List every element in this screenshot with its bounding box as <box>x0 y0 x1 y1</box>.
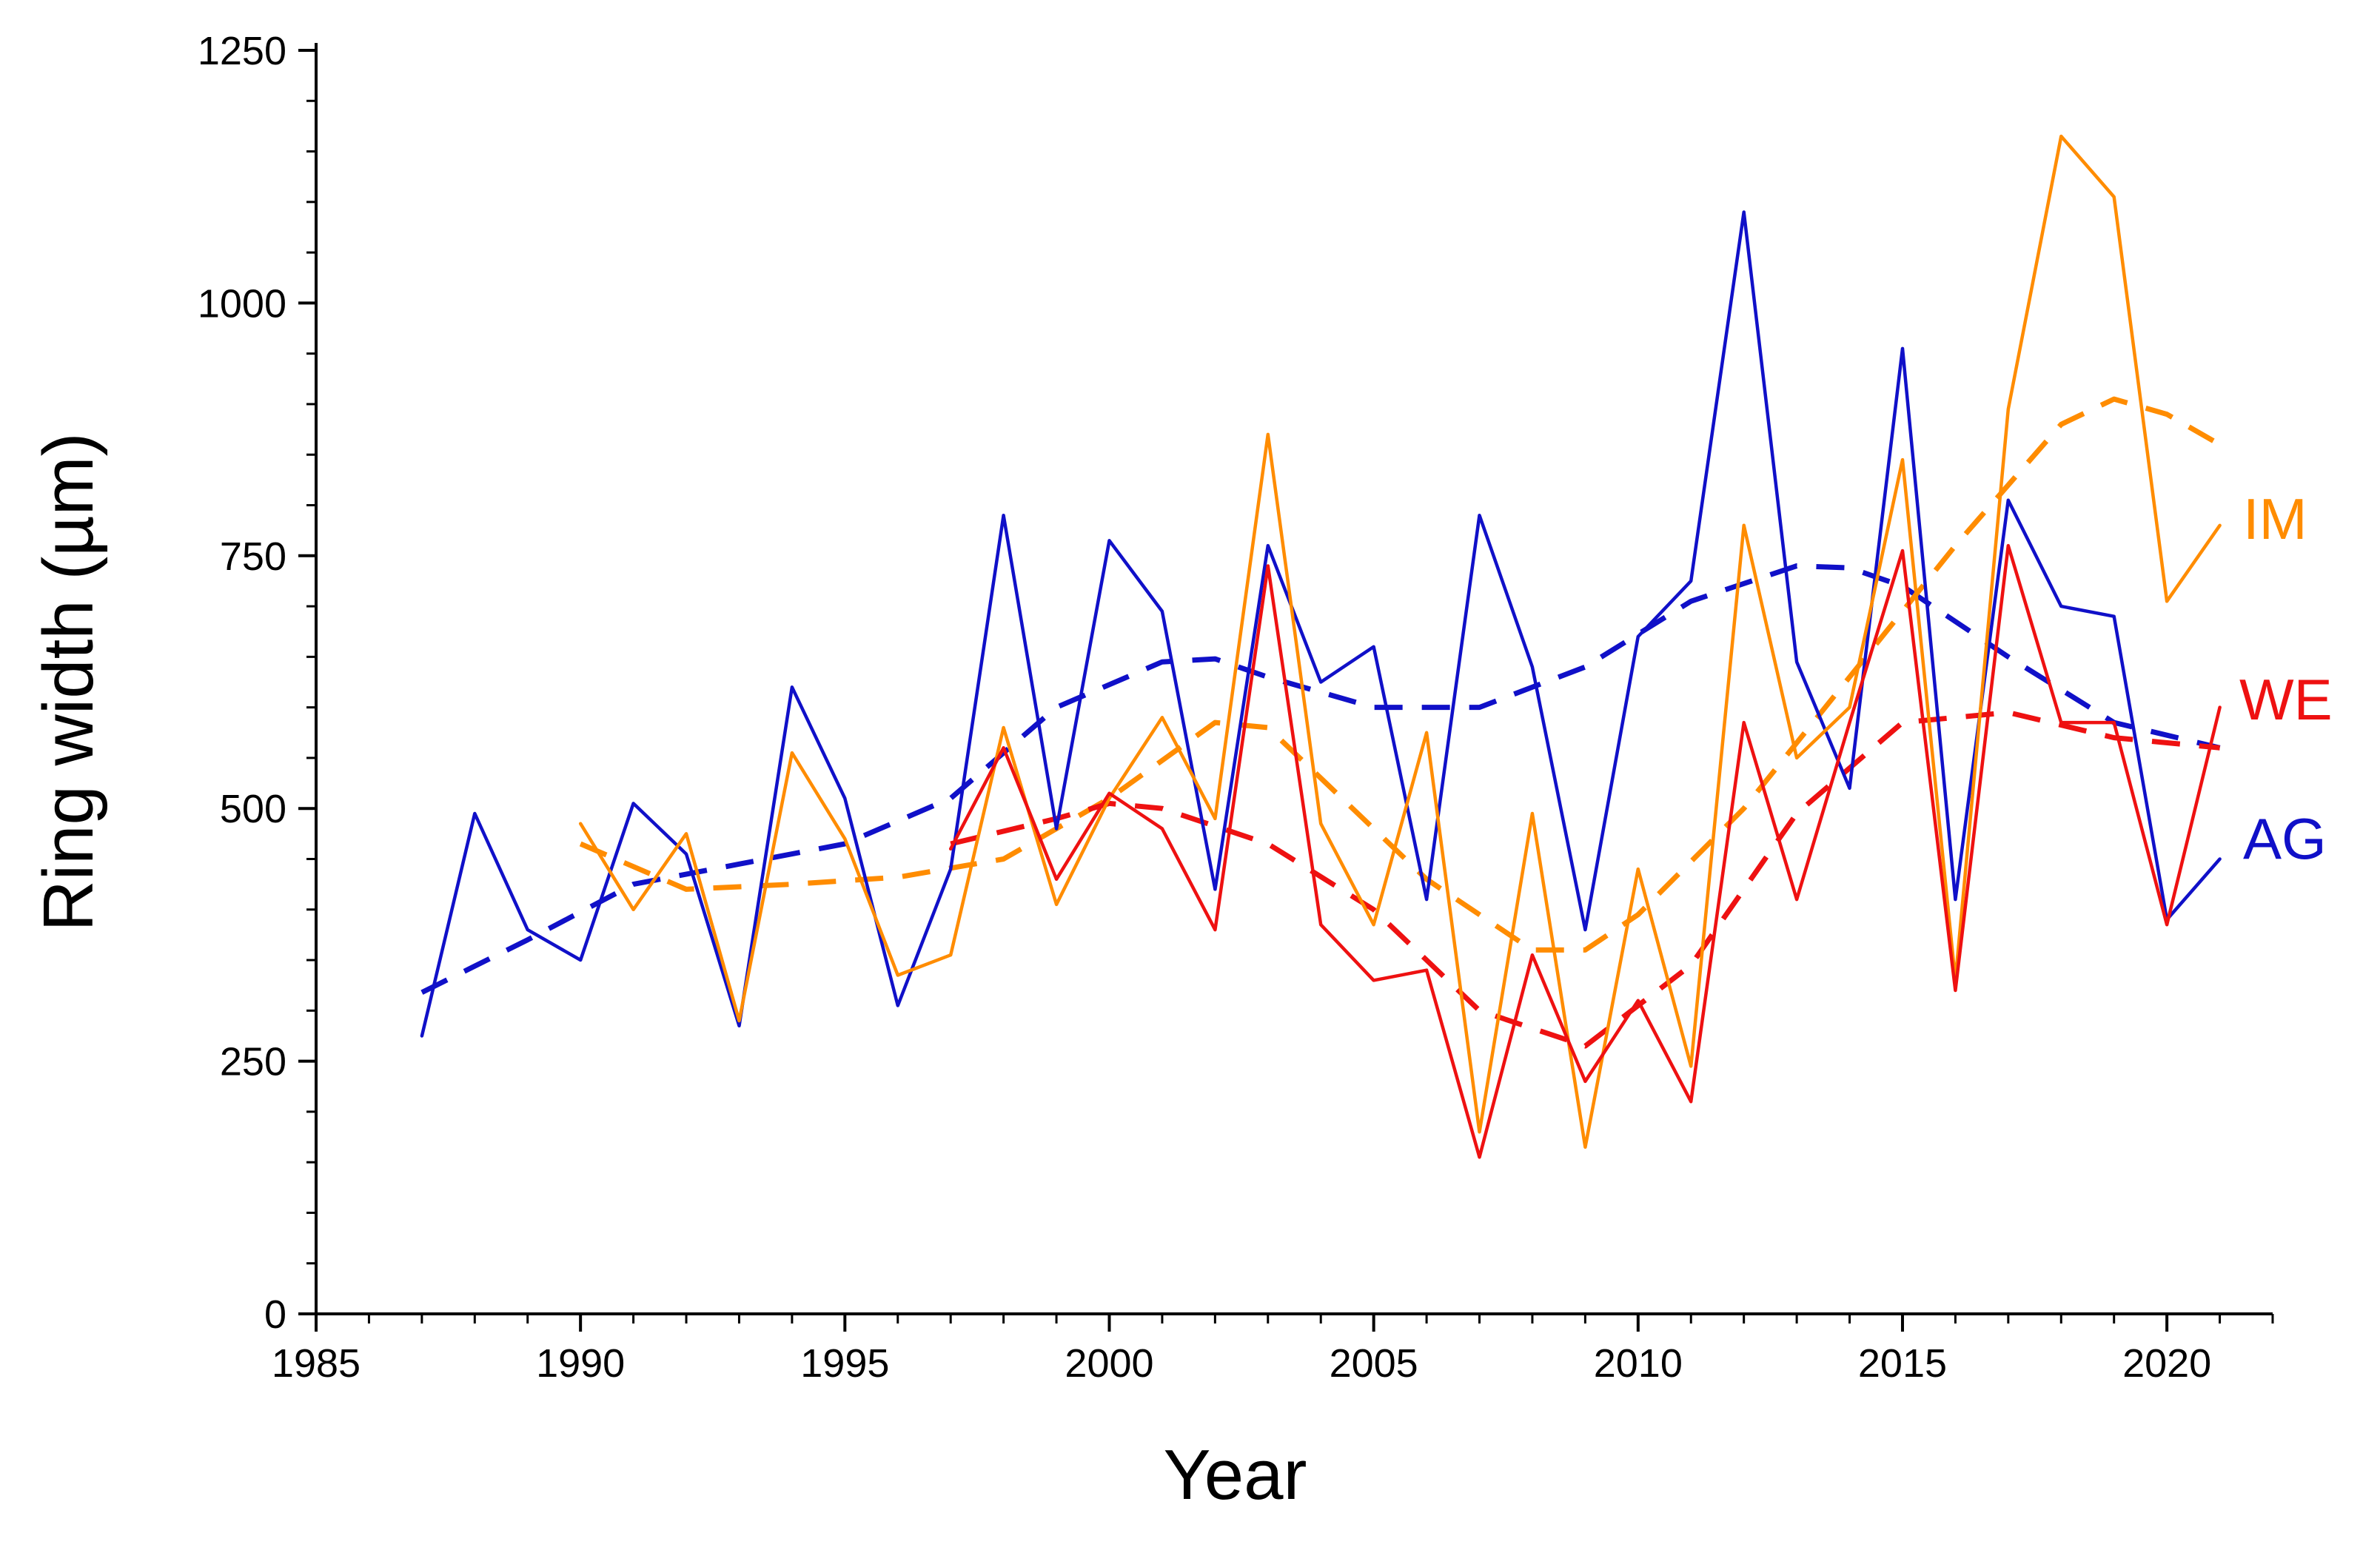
series-line-im <box>578 134 2222 1149</box>
legend-label-ag: AG <box>2243 806 2327 871</box>
x-tick-label: 2010 <box>1594 1341 1683 1386</box>
y-tick-label: 500 <box>220 787 286 831</box>
x-tick-label: 1995 <box>800 1341 889 1386</box>
series-line-ag <box>420 210 2222 1038</box>
y-tick-label: 0 <box>264 1292 286 1337</box>
axes-layer: 0 250 500 750 1000 1250 1985 1990 1995 2000 2005 20… <box>198 29 2274 1386</box>
series-layer <box>420 134 2222 1159</box>
x-tick-label: 1990 <box>536 1341 625 1386</box>
series-line-we-trend <box>950 710 2220 1049</box>
y-tick-label: 1250 <box>198 29 286 73</box>
x-tick-label: 2005 <box>1330 1341 1418 1386</box>
x-tick-label: 2000 <box>1065 1341 1153 1386</box>
x-tick-label: 2015 <box>1858 1341 1947 1386</box>
y-tick-label: 1000 <box>198 281 286 326</box>
y-tick-label: 250 <box>220 1040 286 1084</box>
legend-label-we: WE <box>2239 667 2333 732</box>
y-axis-title: Ring width (µm) <box>29 432 108 931</box>
x-tick-label: 1985 <box>272 1341 361 1386</box>
y-tick-label: 750 <box>220 534 286 579</box>
x-tick-label: 2020 <box>2122 1341 2211 1386</box>
x-axis-title: Year <box>1164 1435 1307 1514</box>
inline-legend: IM WE AG <box>2239 486 2333 871</box>
series-line-im-trend <box>579 396 2222 953</box>
series-line-we <box>948 543 2222 1159</box>
legend-label-im: IM <box>2243 486 2307 551</box>
